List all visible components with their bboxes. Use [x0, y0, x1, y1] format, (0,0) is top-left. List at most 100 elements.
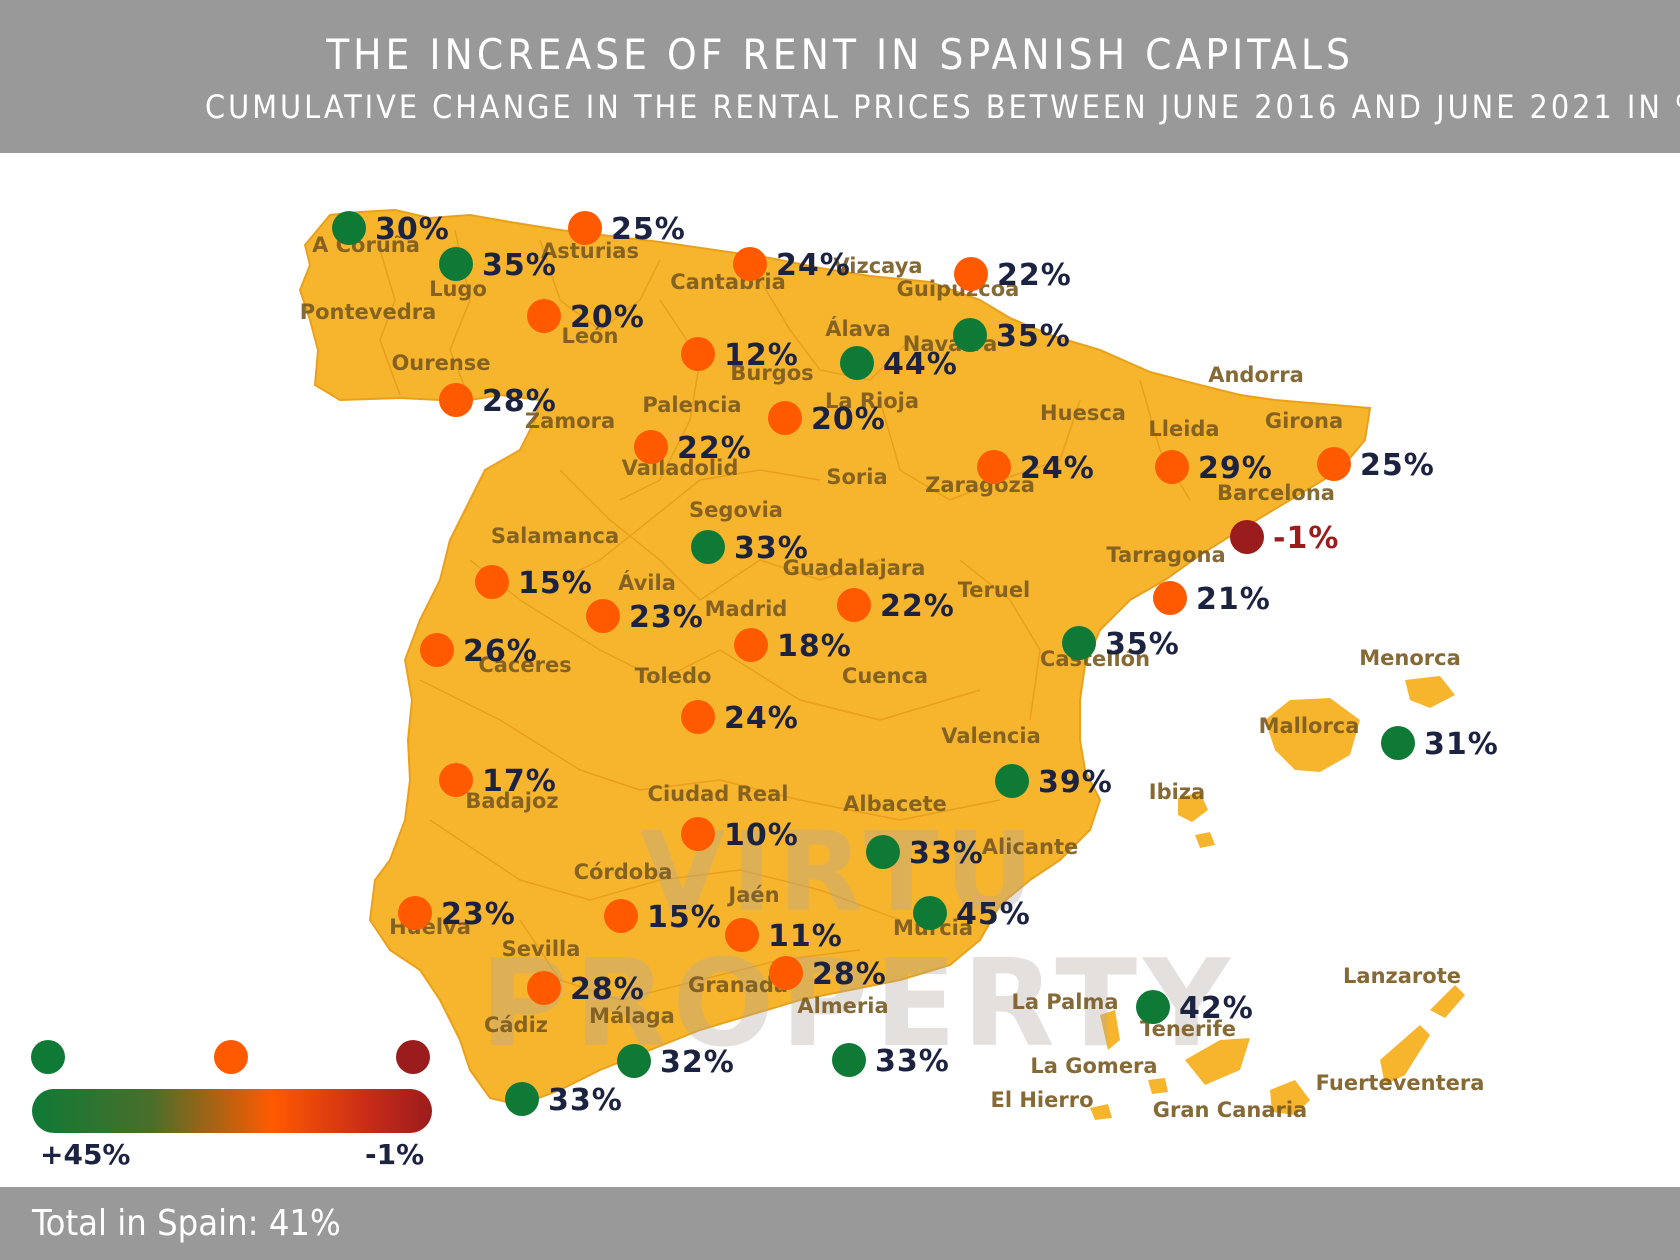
marker-dot-orange	[604, 899, 638, 933]
marker-dot-orange	[1153, 581, 1187, 615]
marker-value: 12%	[724, 338, 799, 373]
marker-dot-green	[1136, 990, 1170, 1024]
marker-dot-green	[840, 346, 874, 380]
region-label: Ávila	[618, 570, 676, 595]
region-label: Valencia	[941, 724, 1040, 748]
menorca-shape	[1405, 676, 1455, 708]
region-label: Málaga	[589, 1004, 675, 1028]
marker-value: 22%	[677, 431, 752, 466]
marker-value: 26%	[463, 634, 538, 669]
el-hierro-shape	[1090, 1104, 1112, 1120]
region-label: Barcelona	[1217, 481, 1335, 505]
marker-dot-green	[439, 247, 473, 281]
marker-value: 23%	[629, 600, 704, 635]
marker-dot-orange	[1317, 447, 1351, 481]
marker-value: 20%	[811, 402, 886, 437]
marker-value: 28%	[570, 972, 645, 1007]
marker-value: 42%	[1179, 991, 1254, 1026]
marker-value: 21%	[1196, 582, 1271, 617]
marker-value: 31%	[1424, 727, 1499, 762]
fuerteventura-shape	[1380, 1025, 1430, 1085]
marker-dot-green	[1381, 726, 1415, 760]
marker-dot-orange	[439, 763, 473, 797]
region-label: Sevilla	[502, 937, 581, 961]
marker-dot-orange	[527, 299, 561, 333]
region-label: El Hierro	[990, 1088, 1093, 1112]
marker-value: 15%	[647, 900, 722, 935]
value-markers: 30% 25% 35% 24% 22% 20% 35% 12% 44% 28% 20% 22% 24% 2…	[332, 211, 1499, 1118]
marker-dot-green	[691, 530, 725, 564]
marker-dot-orange	[734, 628, 768, 662]
marker-value: 11%	[768, 919, 843, 954]
region-label: Guadalajara	[783, 556, 926, 580]
marker-value: 39%	[1038, 765, 1113, 800]
marker-value: 22%	[997, 258, 1072, 293]
marker-dot-orange	[527, 971, 561, 1005]
marker-dot-green	[913, 896, 947, 930]
marker-dot-orange	[586, 599, 620, 633]
region-label: Mallorca	[1259, 714, 1360, 738]
marker-dot-orange	[837, 588, 871, 622]
marker-dot-green	[953, 318, 987, 352]
marker-dot-orange	[681, 700, 715, 734]
region-label: León	[561, 324, 618, 348]
legend-dot-green	[31, 1040, 65, 1074]
total-in-spain: Total in Spain: 41%	[32, 1203, 341, 1244]
marker-dot-green	[505, 1082, 539, 1116]
marker-value: 23%	[441, 897, 516, 932]
marker-dot-orange	[977, 450, 1011, 484]
marker-value: 17%	[482, 764, 557, 799]
marker-value: 28%	[482, 384, 557, 419]
marker-value: 33%	[734, 531, 809, 566]
region-label: Pontevedra	[300, 300, 437, 324]
region-label: Córdoba	[574, 860, 673, 884]
marker-dot-orange	[954, 257, 988, 291]
region-label: Alicante	[982, 835, 1079, 859]
region-label: Teruel	[958, 578, 1031, 602]
marker-dot-orange	[568, 211, 602, 245]
tenerife-shape	[1185, 1038, 1250, 1085]
region-label: Lleida	[1148, 417, 1219, 441]
region-label: A Coruña	[312, 233, 420, 257]
region-label: La Gomera	[1030, 1054, 1157, 1078]
region-label: Albacete	[843, 792, 947, 816]
region-label: Cádiz	[484, 1013, 548, 1037]
marker-value: 15%	[518, 566, 593, 601]
marker-dot-darkred	[1230, 520, 1264, 554]
marker-dot-green	[617, 1044, 651, 1078]
marker-value: 35%	[996, 319, 1071, 354]
region-label: La Palma	[1011, 990, 1118, 1014]
region-label: Vizcaya	[833, 254, 922, 278]
region-label: Andorra	[1208, 363, 1304, 387]
region-label: Ibiza	[1149, 780, 1205, 804]
marker-value: 18%	[777, 629, 852, 664]
region-label: La Rioja	[825, 389, 919, 413]
region-label: Toledo	[635, 664, 712, 688]
region-label: Lugo	[429, 277, 487, 301]
marker-dot-orange	[439, 383, 473, 417]
mainland-spain-shape	[298, 208, 1372, 1107]
region-label: Huesca	[1040, 401, 1126, 425]
legend-gradient-bar	[32, 1089, 432, 1133]
marker-value: 35%	[1105, 627, 1180, 662]
lanzarote-shape	[1430, 985, 1465, 1018]
marker-value: 10%	[724, 818, 799, 853]
region-label: Cáceres	[478, 653, 571, 677]
footer-band: Total in Spain: 41%	[0, 1187, 1680, 1260]
region-label: Cantabria	[670, 270, 786, 294]
marker-value: 33%	[909, 836, 984, 871]
marker-value: 28%	[812, 957, 887, 992]
header-band: THE INCREASE OF RENT IN SPANISH CAPITALS…	[0, 0, 1680, 153]
marker-value: 45%	[956, 897, 1031, 932]
marker-dot-green	[1062, 626, 1096, 660]
marker-dot-orange	[475, 565, 509, 599]
marker-dot-orange	[634, 430, 668, 464]
marker-dot-orange	[681, 817, 715, 851]
legend-dot-darkred	[396, 1040, 430, 1074]
region-label: Madrid	[705, 597, 788, 621]
marker-dot-green	[332, 211, 366, 245]
marker-dot-orange	[1155, 450, 1189, 484]
region-label: Almeria	[797, 994, 888, 1018]
ibiza-shape	[1178, 792, 1208, 822]
